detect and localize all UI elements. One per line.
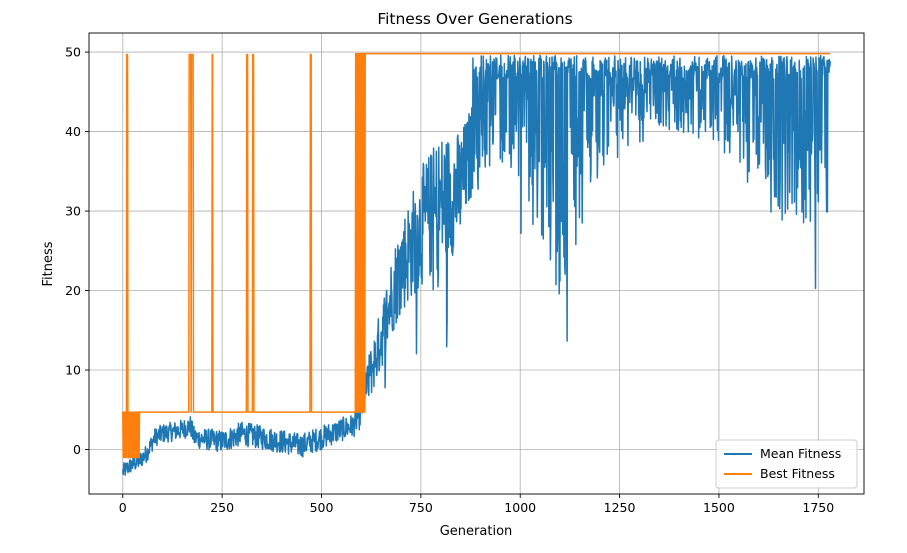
x-tick-label: 750 [409, 500, 433, 515]
x-tick-label: 1750 [802, 500, 834, 515]
y-tick-label: 0 [73, 442, 81, 457]
x-tick-label: 1000 [504, 500, 536, 515]
y-tick-label: 40 [65, 124, 81, 139]
plot-area: 0 250 500 750 1000 1250 1500 1750 0 10 20 30 40 50 [65, 32, 865, 515]
y-tick-label: 50 [65, 45, 81, 60]
series-line-mean-fitness [122, 54, 831, 476]
y-tick-label: 30 [65, 204, 81, 219]
y-tick-label: 10 [65, 363, 81, 378]
x-tick-label: 500 [310, 500, 334, 515]
legend-label-mean: Mean Fitness [760, 446, 841, 461]
x-tick-label: 1500 [703, 500, 735, 515]
chart-title: Fitness Over Generations [377, 10, 572, 28]
legend-box [715, 439, 858, 489]
legend-label-best: Best Fitness [760, 466, 835, 481]
x-axis-label: Generation [440, 524, 513, 539]
ticks: 0 250 500 750 1000 1250 1500 1750 0 10 20 30 40 50 [65, 45, 834, 515]
series-layer [122, 52, 831, 476]
series-line-best-fitness [122, 52, 831, 459]
legend: Mean Fitness Best Fitness [715, 439, 858, 489]
x-tick-label: 1250 [604, 500, 636, 515]
x-tick-label: 250 [210, 500, 234, 515]
y-tick-label: 20 [65, 283, 81, 298]
y-axis-label: Fitness [41, 241, 56, 286]
plot-frame [88, 32, 865, 495]
x-tick-label: 0 [119, 500, 127, 515]
